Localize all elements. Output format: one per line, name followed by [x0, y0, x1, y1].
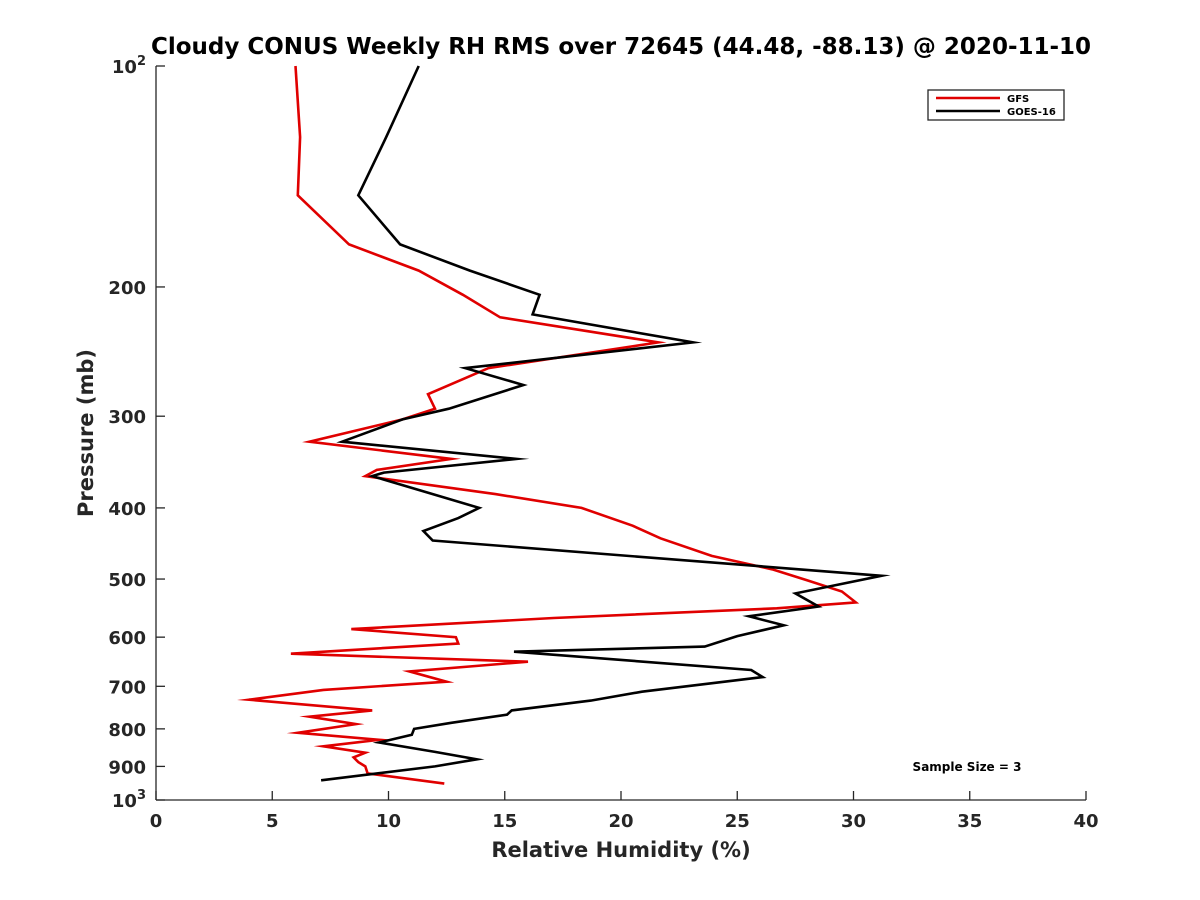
x-axis-label: Relative Humidity (%) — [491, 838, 750, 862]
y-tick-label-exponent: 3 — [137, 788, 146, 803]
y-tick-label-base: 900 — [108, 757, 146, 778]
y-tick-label-base: 10 — [112, 791, 137, 812]
series-line-gfs — [237, 65, 860, 785]
y-tick-label-base: 10 — [112, 57, 137, 78]
sample-size-annotation: Sample Size = 3 — [913, 760, 1022, 774]
y-tick-label: 103 — [112, 788, 146, 812]
y-tick-label-base: 300 — [108, 407, 146, 428]
x-tick-label: 25 — [725, 811, 750, 832]
y-tick-label: 600 — [108, 628, 146, 649]
x-tick-label: 5 — [266, 811, 279, 832]
y-tick-label: 400 — [108, 499, 146, 520]
y-tick-label: 500 — [108, 570, 146, 591]
y-tick-label-base: 500 — [108, 570, 146, 591]
y-tick-label: 200 — [108, 278, 146, 299]
legend-label-goes-16: GOES-16 — [1007, 107, 1056, 118]
y-tick-label-base: 400 — [108, 499, 146, 520]
y-tick-label-base: 200 — [108, 278, 146, 299]
x-tick-label: 10 — [376, 811, 401, 832]
x-tick-label: 0 — [150, 811, 163, 832]
y-tick-label-base: 700 — [108, 677, 146, 698]
y-axis-label: Pressure (mb) — [74, 349, 98, 517]
y-tick-label-base: 800 — [108, 720, 146, 741]
x-tick-label: 40 — [1073, 811, 1098, 832]
y-tick-label: 300 — [108, 407, 146, 428]
x-tick-label: 35 — [957, 811, 982, 832]
y-tick-label: 102 — [112, 54, 146, 78]
y-tick-label: 900 — [108, 757, 146, 778]
y-tick-label-base: 600 — [108, 628, 146, 649]
x-tick-label: 30 — [841, 811, 866, 832]
y-tick-label: 700 — [108, 677, 146, 698]
legend-label-gfs: GFS — [1007, 94, 1029, 105]
x-tick-label: 20 — [608, 811, 633, 832]
y-tick-label: 800 — [108, 720, 146, 741]
x-tick-label: 15 — [492, 811, 517, 832]
plot-area: 0 5 10 15 20 25 30 35 40102200300400500600700800… — [108, 54, 1098, 832]
y-tick-label-exponent: 2 — [137, 54, 146, 69]
chart-title: Cloudy CONUS Weekly RH RMS over 72645 (4… — [151, 34, 1091, 60]
legend: GFS GOES-16 — [927, 89, 1065, 121]
legend-box — [927, 89, 1065, 121]
series-line-goes-16 — [320, 65, 891, 782]
